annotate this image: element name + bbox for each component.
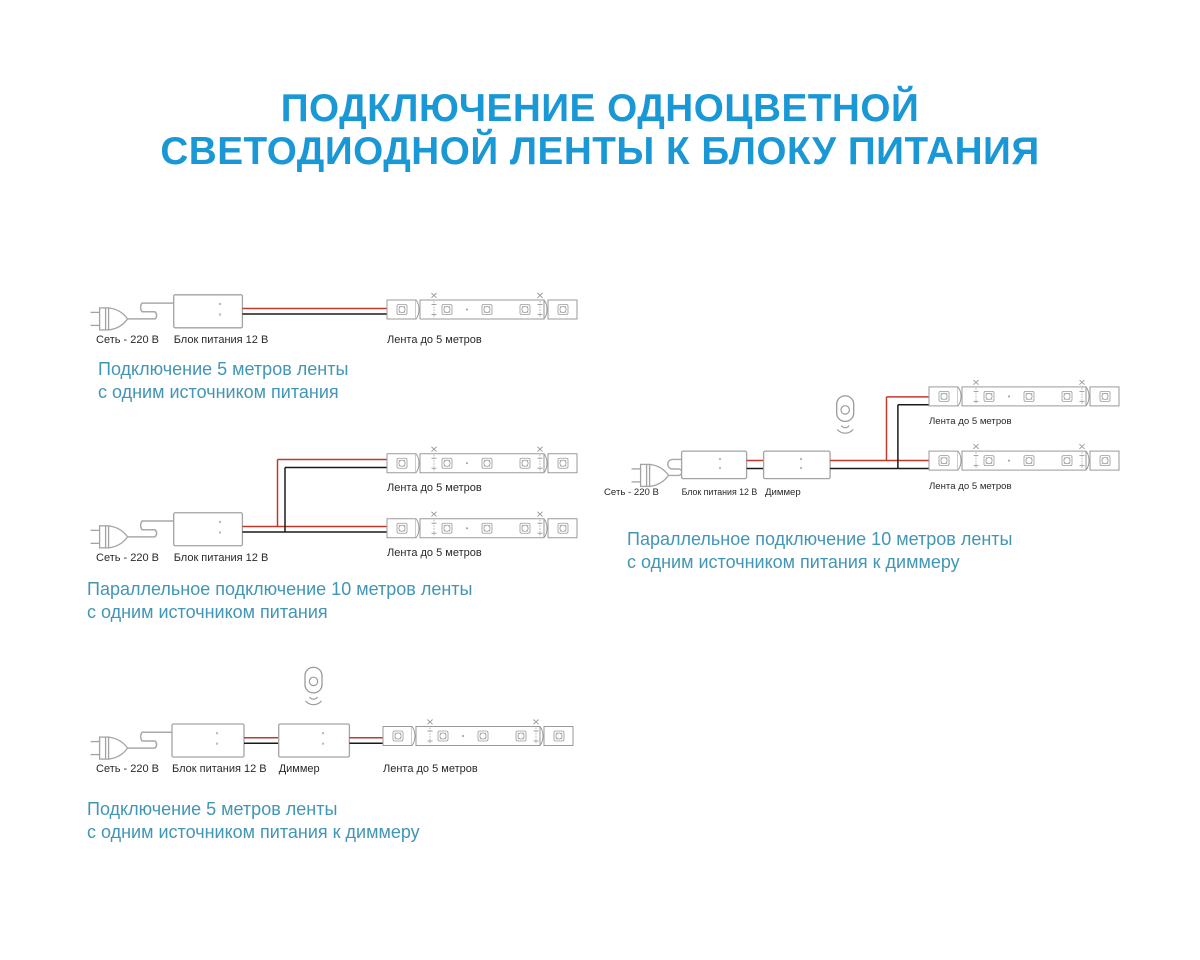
svg-text:Лента до 5 метров: Лента до 5 метров bbox=[383, 763, 478, 775]
svg-text:Блок питания 12 В: Блок питания 12 В bbox=[174, 552, 269, 564]
svg-text:Блок питания 12 В: Блок питания 12 В bbox=[682, 487, 758, 497]
svg-text:Лента до 5 метров: Лента до 5 метров bbox=[387, 547, 482, 559]
svg-text:Диммер: Диммер bbox=[765, 487, 801, 498]
svg-text:Лента до 5 метров: Лента до 5 метров bbox=[929, 481, 1012, 492]
svg-text:Блок питания 12 В: Блок питания 12 В bbox=[174, 334, 269, 346]
svg-text:Лента до 5 метров: Лента до 5 метров bbox=[929, 416, 1012, 427]
svg-text:Сеть - 220 В: Сеть - 220 В bbox=[96, 552, 159, 564]
svg-text:Лента до 5 метров: Лента до 5 метров bbox=[387, 334, 482, 346]
svg-text:Блок питания 12 В: Блок питания 12 В bbox=[172, 763, 267, 775]
svg-text:Сеть - 220 В: Сеть - 220 В bbox=[96, 763, 159, 775]
svg-text:Сеть - 220 В: Сеть - 220 В bbox=[96, 334, 159, 346]
svg-text:Диммер: Диммер bbox=[279, 763, 320, 775]
svg-text:Лента до 5 метров: Лента до 5 метров bbox=[387, 482, 482, 494]
svg-text:Сеть - 220 В: Сеть - 220 В bbox=[604, 487, 659, 498]
